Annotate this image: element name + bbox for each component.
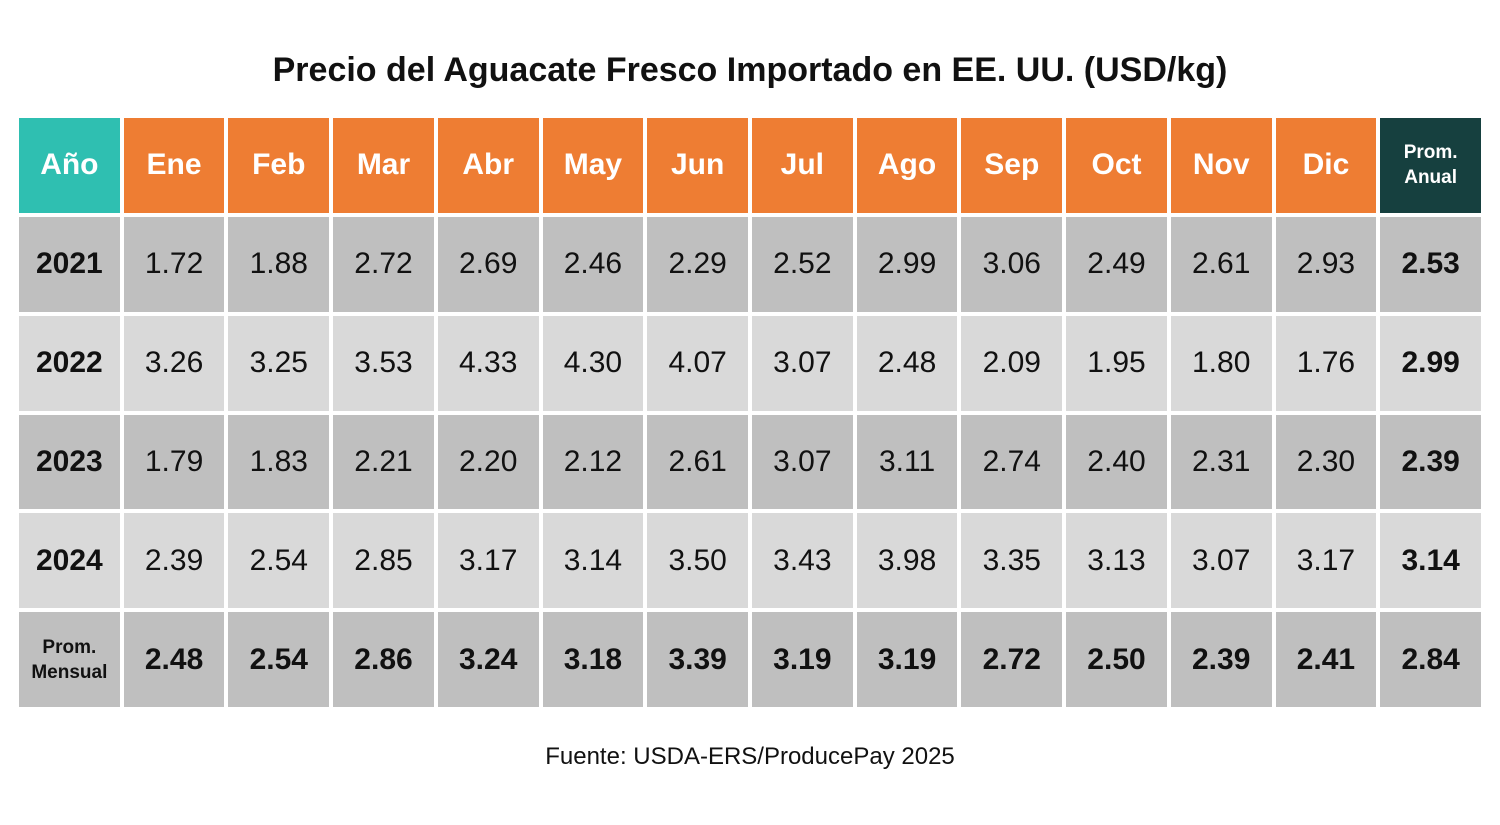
header-month: Jul xyxy=(752,118,853,213)
price-cell: 2.31 xyxy=(1170,414,1272,510)
annual-average-cell: 2.53 xyxy=(1380,216,1481,312)
price-cell: 2.39 xyxy=(123,513,225,609)
annual-average-cell: 2.39 xyxy=(1380,414,1481,510)
monthly-average-cell: 3.24 xyxy=(437,612,539,707)
price-cell: 4.07 xyxy=(647,315,748,411)
price-cell: 2.61 xyxy=(647,414,748,510)
monthly-average-cell: 3.18 xyxy=(542,612,644,707)
price-table: Año Ene Feb Mar Abr May Jun Jul Ago Sep Oct Nov Dic P… xyxy=(19,118,1481,707)
price-cell: 1.72 xyxy=(123,216,225,312)
price-cell: 2.52 xyxy=(752,216,853,312)
monthly-average-cell: 2.50 xyxy=(1066,612,1167,707)
price-cell: 2.29 xyxy=(647,216,748,312)
overall-average-cell: 2.84 xyxy=(1380,612,1481,707)
price-cell: 2.49 xyxy=(1066,216,1167,312)
price-cell: 1.79 xyxy=(123,414,225,510)
monthly-average-cell: 2.72 xyxy=(961,612,1063,707)
monthly-average-cell: 2.86 xyxy=(333,612,434,707)
price-cell: 2.54 xyxy=(228,513,330,609)
monthly-average-cell: 3.19 xyxy=(752,612,853,707)
price-cell: 3.26 xyxy=(123,315,225,411)
price-cell: 3.50 xyxy=(647,513,748,609)
price-cell: 3.07 xyxy=(1170,513,1272,609)
price-cell: 3.43 xyxy=(752,513,853,609)
price-cell: 2.72 xyxy=(333,216,434,312)
price-cell: 1.95 xyxy=(1066,315,1167,411)
row-year-label: 2024 xyxy=(19,513,120,609)
price-cell: 1.76 xyxy=(1275,315,1377,411)
row-year-label: 2022 xyxy=(19,315,120,411)
header-month: Nov xyxy=(1170,118,1272,213)
source-note: Fuente: USDA-ERS/ProducePay 2025 xyxy=(545,743,955,770)
monthly-average-cell: 3.19 xyxy=(856,612,958,707)
price-cell: 2.09 xyxy=(961,315,1063,411)
table-title: Precio del Aguacate Fresco Importado en … xyxy=(272,51,1228,89)
header-month: Oct xyxy=(1066,118,1167,213)
price-cell: 2.61 xyxy=(1170,216,1272,312)
price-cell: 2.85 xyxy=(333,513,434,609)
price-cell: 2.40 xyxy=(1066,414,1167,510)
header-annual-average: Prom. Anual xyxy=(1380,118,1481,213)
price-cell: 2.69 xyxy=(437,216,539,312)
price-cell: 2.74 xyxy=(961,414,1063,510)
header-month: Mar xyxy=(333,118,434,213)
header-month: Ene xyxy=(123,118,225,213)
price-cell: 2.93 xyxy=(1275,216,1377,312)
price-cell: 2.21 xyxy=(333,414,434,510)
header-month: Dic xyxy=(1275,118,1377,213)
price-cell: 2.99 xyxy=(856,216,958,312)
header-month: Jun xyxy=(647,118,748,213)
header-month: Abr xyxy=(437,118,539,213)
header-month: May xyxy=(542,118,644,213)
price-cell: 3.35 xyxy=(961,513,1063,609)
header-year: Año xyxy=(19,118,120,213)
price-cell: 3.17 xyxy=(1275,513,1377,609)
price-cell: 2.20 xyxy=(437,414,539,510)
monthly-average-cell: 2.54 xyxy=(228,612,330,707)
monthly-average-cell: 2.39 xyxy=(1170,612,1272,707)
price-cell: 3.14 xyxy=(542,513,644,609)
annual-average-cell: 3.14 xyxy=(1380,513,1481,609)
price-cell: 3.11 xyxy=(856,414,958,510)
price-cell: 3.13 xyxy=(1066,513,1167,609)
price-cell: 2.30 xyxy=(1275,414,1377,510)
price-cell: 1.80 xyxy=(1170,315,1272,411)
monthly-average-cell: 2.48 xyxy=(123,612,225,707)
price-cell: 4.30 xyxy=(542,315,644,411)
price-cell: 3.17 xyxy=(437,513,539,609)
price-cell: 3.53 xyxy=(333,315,434,411)
price-cell: 4.33 xyxy=(437,315,539,411)
header-month: Ago xyxy=(856,118,958,213)
price-cell: 2.48 xyxy=(856,315,958,411)
price-cell: 3.25 xyxy=(228,315,330,411)
price-cell: 2.46 xyxy=(542,216,644,312)
row-year-label: 2021 xyxy=(19,216,120,312)
monthly-average-cell: 3.39 xyxy=(647,612,748,707)
header-month: Sep xyxy=(961,118,1063,213)
monthly-average-label: Prom. Mensual xyxy=(19,612,120,707)
price-cell: 2.12 xyxy=(542,414,644,510)
price-cell: 3.06 xyxy=(961,216,1063,312)
price-cell: 3.07 xyxy=(752,315,853,411)
price-cell: 3.98 xyxy=(856,513,958,609)
annual-average-cell: 2.99 xyxy=(1380,315,1481,411)
header-month: Feb xyxy=(228,118,330,213)
monthly-average-cell: 2.41 xyxy=(1275,612,1377,707)
price-cell: 3.07 xyxy=(752,414,853,510)
price-cell: 1.88 xyxy=(228,216,330,312)
row-year-label: 2023 xyxy=(19,414,120,510)
price-cell: 1.83 xyxy=(228,414,330,510)
